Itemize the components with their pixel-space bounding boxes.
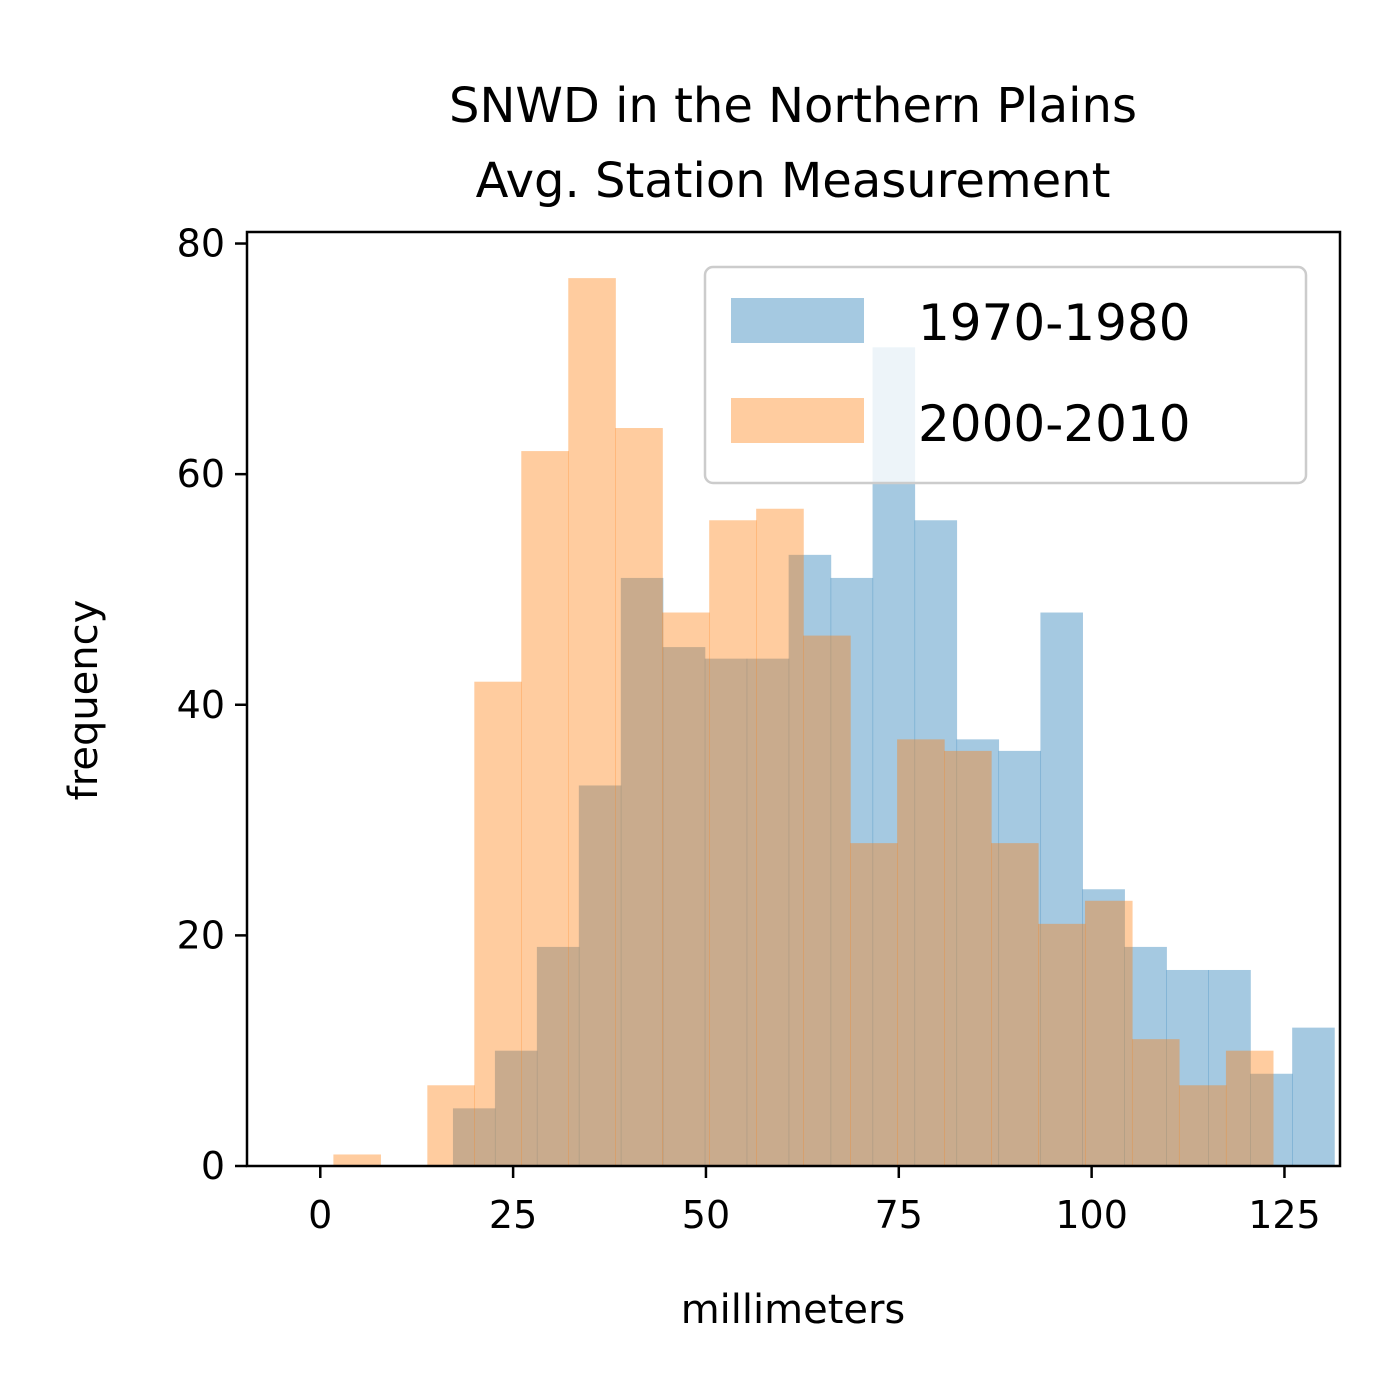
histogram-bars — [333, 278, 1335, 1167]
bar-series-1-bin-3 — [536, 946, 580, 1166]
bar-series-2-bin-7 — [615, 428, 663, 1166]
plot-frame — [245, 230, 1342, 1168]
bar-series-2-bin-14 — [944, 750, 992, 1166]
bar-series-1-bin-6 — [662, 647, 706, 1166]
bar-series-1-bin-16 — [1082, 889, 1125, 1166]
bar-series-1-bin-7 — [704, 658, 748, 1166]
bar-series-2-bin-1 — [333, 1154, 381, 1166]
y-tick-label-0: 0 — [201, 1144, 225, 1188]
bar-series-1-bin-12 — [914, 520, 958, 1166]
x-axis-label: millimeters — [681, 1287, 906, 1333]
bar-series-1-bin-15 — [1040, 612, 1083, 1166]
bar-series-2-bin-4 — [474, 681, 522, 1166]
bar-series-2-bin-19 — [1178, 1085, 1227, 1166]
bar-series-1-bin-1 — [452, 1108, 496, 1166]
bar-series-1-bin-17 — [1124, 946, 1167, 1166]
x-tick-label-25: 25 — [489, 1193, 537, 1237]
legend-box — [703, 265, 1308, 485]
bar-series-2-bin-15 — [991, 843, 1039, 1166]
y-tick-label-40: 40 — [177, 683, 225, 727]
bar-series-2-bin-8 — [662, 612, 710, 1166]
bar-series-1-bin-5 — [620, 577, 664, 1166]
bar-series-2-bin-10 — [756, 508, 804, 1166]
title-line-2: Avg. Station Measurement — [476, 153, 1111, 209]
x-tick-label-100: 100 — [1055, 1193, 1128, 1237]
y-tick-label-20: 20 — [177, 913, 225, 957]
bar-series-1-bin-19 — [1208, 969, 1251, 1166]
legend-label-2000-2010: 2000-2010 — [918, 395, 1191, 453]
bar-series-1-bin-10 — [830, 577, 874, 1166]
y-axis: 0 20 40 60 80 — [177, 222, 247, 1188]
bar-series-2-bin-20 — [1225, 1050, 1274, 1166]
legend-swatch-1970-1980 — [731, 298, 864, 343]
bar-series-1-bin-14 — [998, 750, 1042, 1166]
legend-label-1970-1980: 1970-1980 — [918, 294, 1191, 352]
bar-series-1-bin-2 — [494, 1050, 538, 1166]
y-axis-label: frequency — [61, 600, 107, 801]
bar-series-2-bin-12 — [850, 843, 898, 1166]
bar-series-2-bin-6 — [568, 278, 616, 1166]
x-tick-label-75: 75 — [875, 1193, 923, 1237]
y-tick-label-80: 80 — [177, 222, 225, 266]
bar-series-2-bin-11 — [803, 635, 851, 1166]
bar-series-2-bin-17 — [1084, 900, 1133, 1166]
bar-series-1-bin-18 — [1166, 969, 1209, 1166]
x-tick-label-125: 125 — [1248, 1193, 1321, 1237]
legend-swatch-2000-2010 — [731, 398, 864, 443]
bar-series-1-bin-9 — [788, 554, 832, 1166]
bar-series-1-bin-4 — [578, 785, 622, 1166]
bar-series-2-bin-18 — [1131, 1039, 1180, 1166]
x-tick-label-0: 0 — [308, 1193, 332, 1237]
bar-series-2-bin-3 — [427, 1085, 475, 1166]
bar-series-2-bin-13 — [897, 739, 945, 1166]
bar-series-1-bin-13 — [956, 739, 1000, 1166]
legend: 1970-1980 2000-2010 — [703, 265, 1308, 485]
title-line-1: SNWD in the Northern Plains — [449, 78, 1137, 134]
bar-series-2-bin-5 — [521, 451, 569, 1167]
bar-series-2-bin-9 — [709, 520, 757, 1166]
bar-series-1-bin-21 — [1292, 1027, 1335, 1166]
chart-title: SNWD in the Northern Plains Avg. Station… — [449, 78, 1137, 209]
bar-series-1-bin-20 — [1250, 1073, 1293, 1166]
x-axis: 0 25 50 75 100 125 — [308, 1166, 1321, 1237]
bar-series-1-bin-8 — [746, 658, 790, 1166]
x-tick-label-50: 50 — [682, 1193, 730, 1237]
y-tick-label-60: 60 — [177, 452, 225, 496]
bar-series-2-bin-16 — [1038, 923, 1086, 1166]
